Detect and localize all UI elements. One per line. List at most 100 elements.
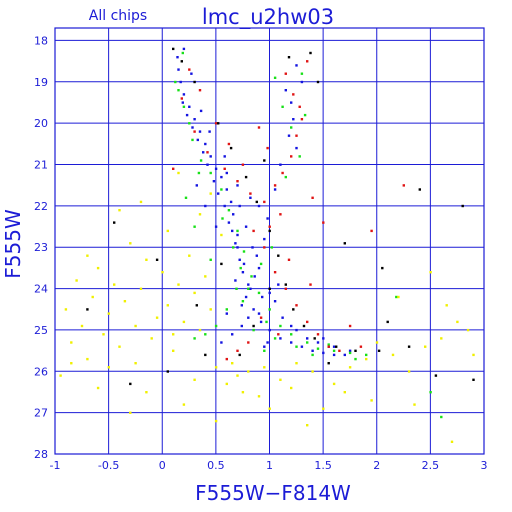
data-point [332,349,336,352]
data-point [316,80,320,84]
data-point [306,424,309,427]
data-point [204,204,207,208]
data-point [242,250,246,253]
data-point [212,180,216,183]
data-point [229,200,233,204]
data-point [251,246,254,249]
data-point [234,242,237,245]
data-point [316,347,320,350]
data-point [225,171,228,175]
data-point [263,200,266,204]
data-point [277,333,280,336]
data-point [391,353,395,357]
data-point [223,155,226,158]
data-point [229,146,233,150]
data-points [59,47,475,443]
data-point [266,146,269,150]
series-yellow [59,171,475,443]
data-point [273,271,277,274]
x-tick-label: 0 [159,459,166,472]
data-point [239,266,242,270]
data-point [134,362,137,365]
data-point [348,351,352,355]
data-point [273,337,277,340]
data-point [236,180,239,183]
data-point [413,403,416,406]
data-point [277,283,280,286]
data-point [343,353,346,357]
data-point [214,324,218,328]
data-point [177,171,180,175]
data-point [309,51,312,55]
data-point [240,304,243,307]
data-point [316,333,320,336]
data-point [198,328,202,332]
data-point [290,333,293,336]
data-point [407,345,411,348]
data-point [244,225,248,228]
data-point [277,254,280,257]
data-point [279,378,282,381]
data-point [232,213,235,216]
data-point [259,320,263,324]
data-point [113,283,116,286]
data-point [292,118,295,121]
data-point [263,237,266,241]
data-point [123,300,127,303]
data-point [365,357,368,361]
data-point [223,167,226,170]
data-point [402,184,405,187]
data-point [335,345,338,348]
data-point [236,349,239,352]
data-point [466,328,470,332]
data-point [223,204,226,208]
data-point [306,320,309,324]
data-point [290,126,293,129]
data-point [241,163,245,166]
data-point [281,105,284,108]
data-point [238,204,241,208]
data-point [322,337,325,340]
data-point [241,391,245,394]
data-point [300,80,304,84]
data-point [284,287,287,290]
data-point [145,258,148,261]
data-point [231,362,234,365]
data-point [188,68,191,71]
data-point [284,283,287,286]
data-point [199,159,203,162]
data-point [327,345,330,348]
data-point [225,357,228,361]
x-tick-label: 1.5 [314,459,332,472]
data-point [193,118,196,121]
data-point [225,312,228,315]
data-point [180,60,183,63]
data-point [263,349,266,352]
data-point [161,271,164,274]
series-red [172,60,405,361]
data-point [166,229,169,233]
data-point [429,391,432,394]
data-point [204,353,207,357]
data-point [91,295,94,299]
data-point [195,304,198,307]
data-point [287,258,291,261]
data-point [295,362,298,365]
data-point [440,415,443,419]
data-point [197,171,201,175]
data-point [238,353,241,357]
data-point [273,188,277,191]
data-point [202,151,205,154]
data-point [279,163,282,166]
data-point [259,316,263,319]
data-point [263,159,266,162]
data-point [348,349,352,352]
data-point [209,155,212,158]
data-point [199,109,203,113]
data-point [290,155,293,158]
x-tick-label: 2.5 [422,459,440,472]
data-point [181,101,184,104]
data-point [306,337,309,340]
data-point [64,308,68,311]
data-point [263,246,266,249]
